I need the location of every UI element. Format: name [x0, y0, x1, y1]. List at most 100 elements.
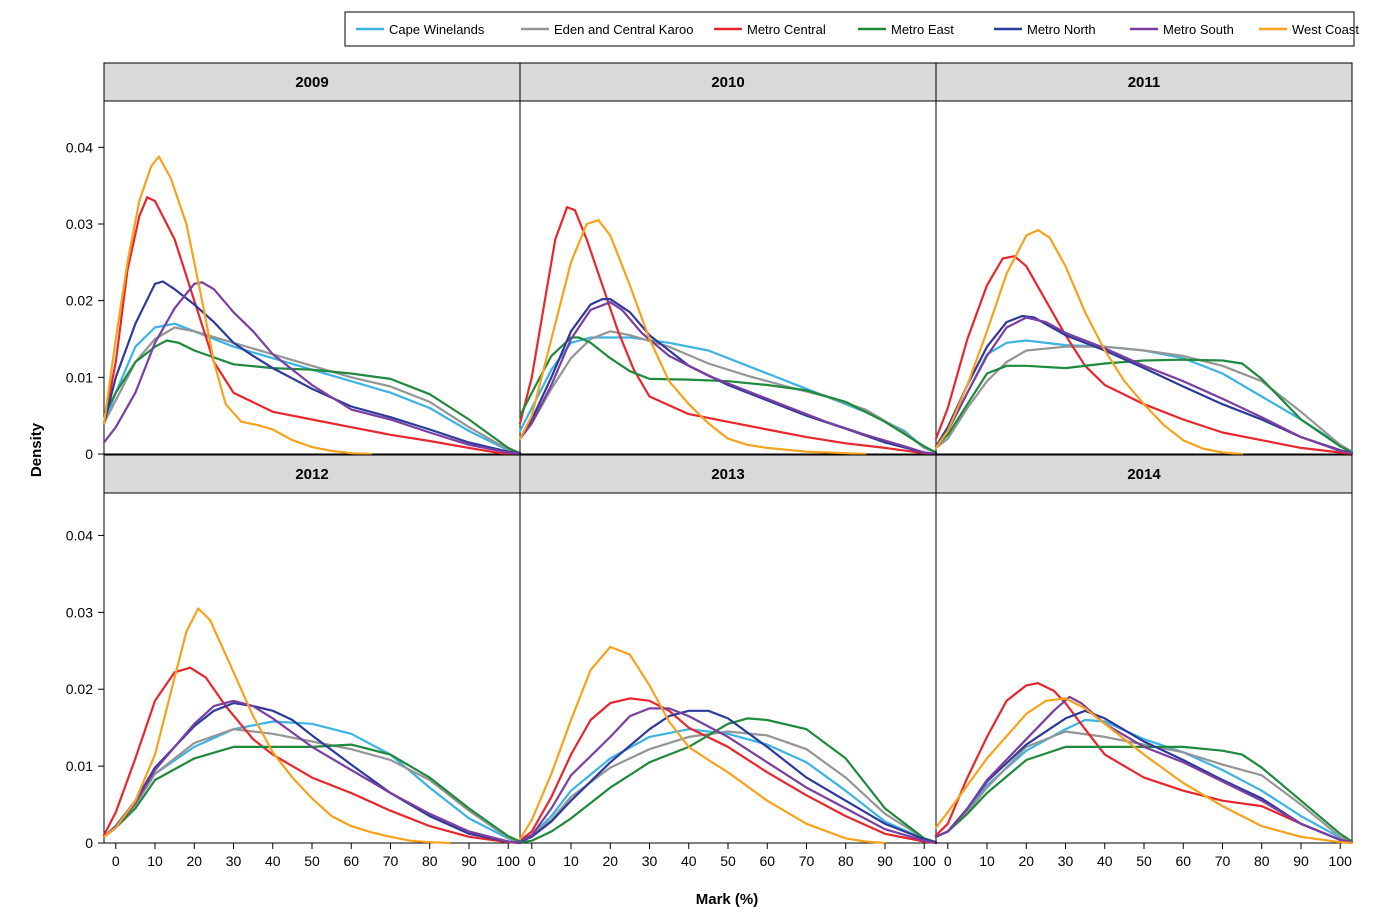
x-tick-label: 90 — [461, 853, 477, 869]
density-line — [934, 316, 1354, 455]
x-tick-label: 0 — [944, 853, 952, 869]
y-tick-label: 0 — [85, 835, 93, 851]
density-line — [934, 255, 1354, 456]
x-tick-label: 70 — [799, 853, 815, 869]
y-tick-label: 0.01 — [66, 758, 93, 774]
legend-label: West Coast — [1292, 22, 1359, 37]
legend: Cape Winelands Eden and Central Karoo Metr… — [344, 11, 1359, 47]
panel-2013: 2013 — [518, 454, 938, 845]
legend-label: Metro Central — [747, 22, 826, 37]
x-tick-label: 0 — [112, 853, 120, 869]
density-line — [518, 206, 938, 456]
x-tick-label: 70 — [1215, 853, 1231, 869]
x-tick-label: 80 — [422, 853, 438, 869]
y-tick-label: 0.01 — [66, 369, 93, 385]
density-line — [102, 743, 522, 843]
density-line — [102, 607, 451, 845]
x-tick-label: 40 — [265, 853, 281, 869]
x-tick-label: 30 — [642, 853, 658, 869]
x-tick-label: 20 — [1018, 853, 1034, 869]
panel-2009: 2009 — [102, 62, 522, 456]
x-tick-label: 50 — [720, 853, 736, 869]
density-line — [518, 709, 938, 844]
legend-label: Metro South — [1163, 22, 1234, 37]
y-axis: 0 0.01 0.02 0.03 0.04 0 0.01 0.02 0.03 0.04 — [66, 139, 104, 851]
x-tick-label: 10 — [147, 853, 163, 869]
panel-2010: 2010 — [518, 62, 938, 456]
panel-2014: 2014 — [934, 454, 1354, 845]
legend-box — [344, 11, 1355, 47]
panel-strip — [519, 62, 937, 102]
density-line — [518, 336, 938, 454]
panel-strip-label: 2009 — [295, 74, 328, 91]
density-line — [518, 717, 938, 844]
density-line — [518, 697, 938, 845]
panel-strip-label: 2012 — [295, 466, 328, 483]
x-tick-label: 50 — [304, 853, 320, 869]
x-axis: 0 10 20 30 40 50 60 70 80 90 100 0 10 20 30 40 50 60 70 80 9… — [112, 843, 1352, 869]
x-tick-label: 90 — [877, 853, 893, 869]
panel-2012: 2012 — [102, 454, 522, 845]
density-line — [934, 358, 1354, 454]
panel-strip — [103, 454, 521, 494]
y-tick-label: 0.04 — [66, 527, 93, 543]
panel-frame — [935, 100, 1353, 455]
panel-strip-label: 2011 — [1128, 74, 1161, 91]
y-tick-label: 0.02 — [66, 293, 93, 309]
legend-label: Metro East — [891, 22, 954, 37]
density-line — [102, 702, 522, 845]
legend-label: Cape Winelands — [389, 22, 485, 37]
x-tick-label: 40 — [1097, 853, 1113, 869]
y-tick-label: 0.03 — [66, 604, 93, 620]
x-tick-label: 80 — [838, 853, 854, 869]
density-line — [102, 281, 522, 456]
density-line — [518, 728, 938, 844]
x-axis-title: Mark (%) — [696, 891, 759, 908]
x-tick-label: 100 — [497, 853, 521, 869]
y-tick-label: 0 — [85, 446, 93, 462]
density-line — [518, 219, 867, 456]
panel-strip — [935, 62, 1353, 102]
density-line — [102, 339, 522, 455]
density-line — [934, 682, 1354, 844]
density-line — [518, 707, 938, 845]
panel-2011: 2011 — [934, 62, 1354, 456]
x-tick-label: 30 — [226, 853, 242, 869]
x-tick-label: 60 — [759, 853, 775, 869]
density-line — [934, 730, 1354, 844]
legend-label: Metro North — [1027, 22, 1096, 37]
density-line — [102, 322, 522, 455]
x-tick-label: 10 — [563, 853, 579, 869]
panel-strip-label: 2014 — [1127, 466, 1161, 483]
panel-strip — [103, 62, 521, 102]
panel-grid: 2009 2010 2011 2012 2013 2014 — [102, 62, 1354, 845]
density-line — [934, 229, 1244, 456]
x-tick-label: 80 — [1254, 853, 1270, 869]
y-tick-label: 0.03 — [66, 216, 93, 232]
density-line — [934, 718, 1354, 844]
x-tick-label: 40 — [681, 853, 697, 869]
density-line — [102, 280, 522, 455]
x-tick-label: 60 — [343, 853, 359, 869]
y-axis-title: Density — [28, 422, 45, 477]
panel-strip — [935, 454, 1353, 494]
x-tick-label: 20 — [602, 853, 618, 869]
density-line — [102, 699, 522, 845]
x-tick-label: 70 — [383, 853, 399, 869]
panel-strip — [519, 454, 937, 494]
x-tick-label: 100 — [913, 853, 937, 869]
density-line — [102, 196, 522, 456]
y-tick-label: 0.02 — [66, 681, 93, 697]
x-tick-label: 20 — [186, 853, 202, 869]
panel-strip-label: 2010 — [711, 74, 744, 91]
y-tick-label: 0.04 — [66, 139, 93, 155]
density-line — [102, 155, 372, 456]
x-tick-label: 90 — [1293, 853, 1309, 869]
density-line — [934, 345, 1354, 453]
legend-label: Eden and Central Karoo — [554, 22, 693, 37]
density-line — [518, 645, 887, 845]
density-line — [934, 697, 1354, 845]
x-tick-label: 100 — [1329, 853, 1353, 869]
x-tick-label: 10 — [979, 853, 995, 869]
